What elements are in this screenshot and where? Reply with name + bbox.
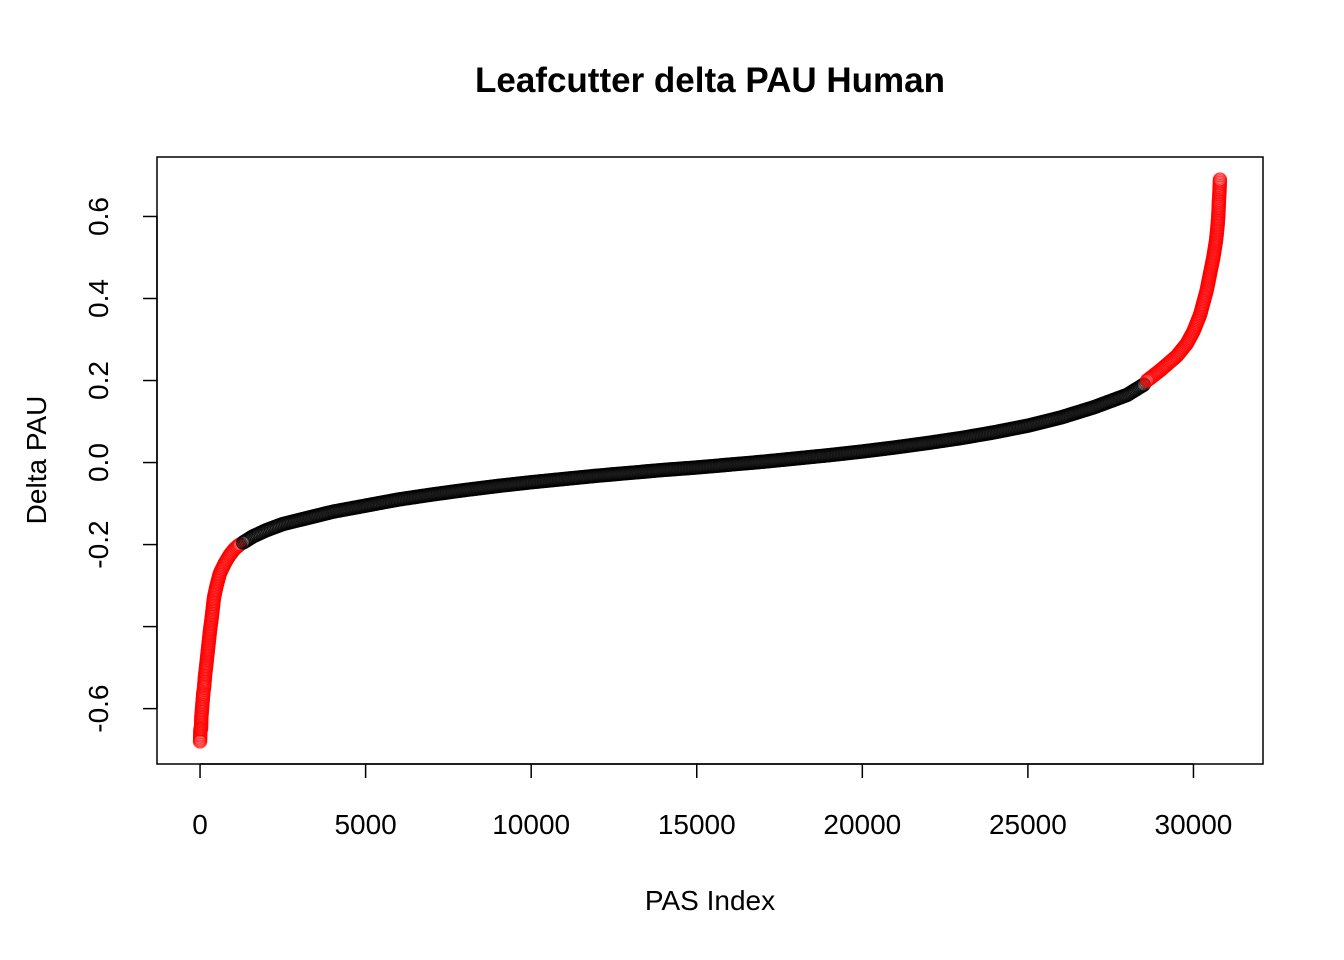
y-tick-label: 0.2 [83, 361, 114, 400]
series-2 [1139, 172, 1228, 388]
x-tick-label: 20000 [823, 809, 901, 840]
data-point [1212, 172, 1228, 187]
x-axis-label: PAS Index [645, 885, 775, 916]
series-1 [235, 377, 1151, 550]
x-tick-label: 30000 [1155, 809, 1233, 840]
x-tick-label: 0 [192, 809, 208, 840]
x-tick-label: 5000 [334, 809, 396, 840]
data-points [192, 172, 1228, 749]
series-0 [192, 537, 247, 749]
x-tick-label: 15000 [658, 809, 736, 840]
y-axis: -0.6 -0.2 0.0 0.2 0.4 0.6 [83, 197, 158, 733]
y-tick-label: 0.0 [83, 443, 114, 482]
chart-title: Leafcutter delta PAU Human [475, 61, 945, 100]
y-tick-label: 0.4 [83, 279, 114, 318]
y-tick-label: -0.2 [83, 520, 114, 568]
x-tick-label: 25000 [989, 809, 1067, 840]
y-axis-label: Delta PAU [21, 396, 52, 525]
x-axis: 0 5000 10000 15000 20000 25000 30000 [192, 763, 1233, 840]
y-tick-label: 0.6 [83, 197, 114, 236]
y-tick-label: -0.6 [83, 685, 114, 733]
x-tick-label: 10000 [492, 809, 570, 840]
